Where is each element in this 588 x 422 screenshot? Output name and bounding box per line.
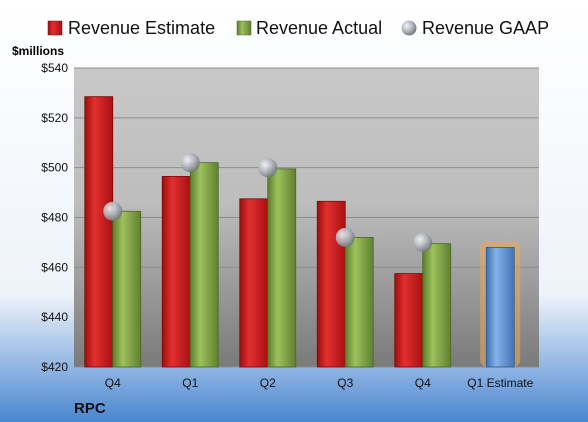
bars bbox=[84, 96, 521, 368]
x-tick-label: Q3 bbox=[337, 376, 353, 390]
legend-swatch-gaap bbox=[401, 20, 417, 36]
gaap-marker bbox=[180, 153, 200, 173]
y-axis-unit-label: $millions bbox=[12, 44, 64, 58]
y-tick-label: $480 bbox=[41, 211, 68, 225]
bar-revenue-actual bbox=[112, 210, 142, 368]
gaap-marker bbox=[103, 201, 123, 221]
legend-item-revenue-gaap: Revenue GAAP bbox=[401, 18, 549, 38]
legend: Revenue Estimate Revenue Actual Revenue … bbox=[47, 18, 549, 38]
x-tick-label: Q2 bbox=[260, 376, 276, 390]
legend-label-estimate: Revenue Estimate bbox=[68, 18, 215, 38]
bar-revenue-estimate bbox=[394, 273, 424, 368]
x-axis-ticks: Q4 Q1 Q2 Q3 Q4 Q1 Estimate bbox=[105, 376, 534, 390]
bar-q1-estimate bbox=[485, 246, 515, 368]
bar-revenue-estimate bbox=[316, 200, 346, 368]
y-tick-label: $540 bbox=[41, 61, 68, 75]
gaap-marker bbox=[335, 227, 355, 247]
legend-item-revenue-estimate: Revenue Estimate bbox=[47, 18, 215, 38]
legend-swatch-actual bbox=[236, 20, 252, 36]
y-tick-label: $500 bbox=[41, 161, 68, 175]
gaap-marker bbox=[413, 232, 433, 252]
gaap-markers bbox=[103, 153, 433, 252]
y-axis-ticks: $420 $440 $460 $480 $500 $520 $540 bbox=[41, 61, 68, 374]
legend-item-revenue-actual: Revenue Actual bbox=[236, 18, 382, 38]
bar-revenue-estimate bbox=[161, 175, 191, 368]
company-name: RPC bbox=[74, 400, 106, 417]
y-tick-label: $440 bbox=[41, 310, 68, 324]
y-tick-label: $520 bbox=[41, 111, 68, 125]
legend-label-actual: Revenue Actual bbox=[256, 18, 382, 38]
bar-revenue-actual bbox=[189, 162, 219, 368]
legend-swatch-estimate bbox=[47, 20, 63, 36]
bar-revenue-actual bbox=[267, 168, 297, 368]
y-tick-label: $460 bbox=[41, 260, 68, 274]
x-tick-label: Q4 bbox=[415, 376, 431, 390]
bar-revenue-estimate bbox=[239, 198, 269, 368]
x-tick-label: Q1 Estimate bbox=[467, 376, 533, 390]
x-tick-label: Q1 bbox=[182, 376, 198, 390]
gaap-marker bbox=[258, 158, 278, 178]
grid-lines bbox=[74, 67, 539, 368]
bar-revenue-estimate bbox=[84, 96, 114, 368]
legend-label-gaap: Revenue GAAP bbox=[422, 18, 549, 38]
bar-revenue-actual bbox=[344, 237, 374, 368]
x-tick-label: Q4 bbox=[105, 376, 121, 390]
bar-revenue-actual bbox=[422, 243, 452, 368]
y-tick-label: $420 bbox=[41, 360, 68, 374]
